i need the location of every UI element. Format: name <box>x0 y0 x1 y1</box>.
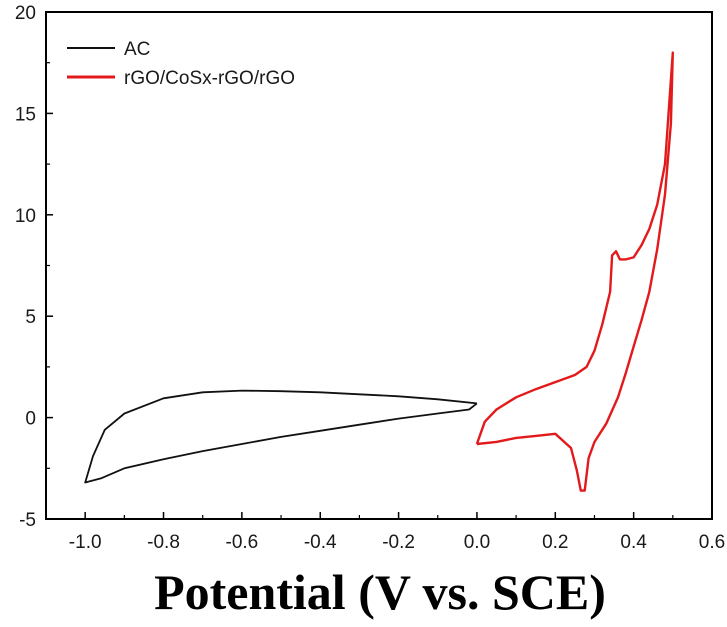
y-tick-label: -5 <box>19 510 36 531</box>
y-tick-label: 0 <box>25 409 36 430</box>
x-tick-label: -1.0 <box>69 532 102 553</box>
x-axis-title: Potential (V vs. SCE) <box>154 564 606 620</box>
x-tick-label: -0.8 <box>147 532 180 553</box>
y-axis-ticks: -5 0 5 10 15 20 <box>15 3 53 531</box>
x-tick-label: 0.4 <box>620 532 647 553</box>
x-tick-label: -0.2 <box>382 532 415 553</box>
legend: AC rGO/CoSx-rGO/rGO <box>67 39 295 89</box>
x-axis-ticks: -1.0 -0.8 -0.6 -0.4 -0.2 0.0 0.2 0.4 0.6 <box>69 512 725 553</box>
y-tick-label: 20 <box>15 3 36 24</box>
x-tick-label: 0.2 <box>542 532 568 553</box>
series-line-rgo-cosx <box>475 51 674 492</box>
x-tick-label: -0.4 <box>304 532 337 553</box>
legend-label-rgo-cosx: rGO/CoSx-rGO/rGO <box>124 68 295 89</box>
x-tick-label: 0.0 <box>464 532 490 553</box>
legend-label-ac: AC <box>124 39 150 60</box>
x-tick-label: -0.6 <box>226 532 259 553</box>
y-tick-label: 15 <box>15 104 36 125</box>
x-tick-label: 0.6 <box>699 532 725 553</box>
series-layer <box>84 51 674 492</box>
y-tick-label: 5 <box>25 307 36 328</box>
series-line-ac <box>84 389 478 484</box>
y-tick-label: 10 <box>15 206 36 227</box>
